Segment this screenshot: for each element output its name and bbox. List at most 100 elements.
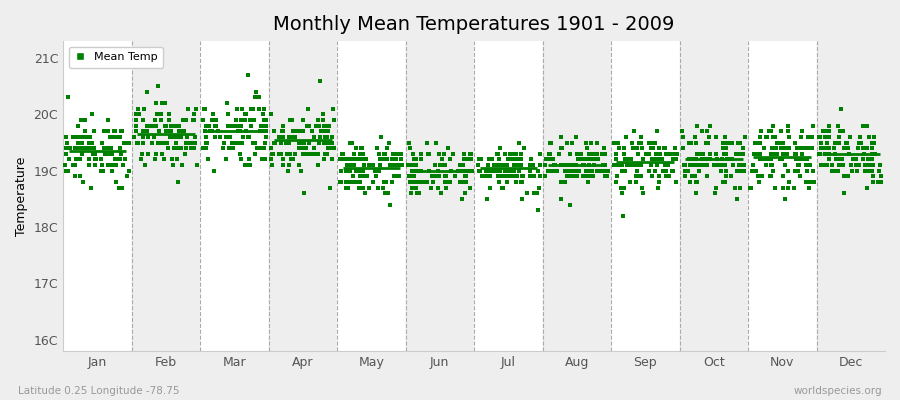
Point <box>858 168 872 174</box>
Point <box>316 117 330 123</box>
Point <box>199 122 213 129</box>
Point <box>108 128 122 134</box>
Point <box>820 139 834 146</box>
Point <box>251 94 266 101</box>
Point <box>752 156 767 163</box>
Point <box>447 173 462 180</box>
Point <box>719 145 733 152</box>
Point <box>201 122 215 129</box>
Point <box>325 134 339 140</box>
Point <box>682 156 697 163</box>
Point <box>665 151 680 157</box>
Point <box>346 179 361 185</box>
Point <box>574 156 589 163</box>
Point <box>550 168 564 174</box>
Point <box>81 145 95 152</box>
Point <box>353 151 367 157</box>
Point <box>302 139 316 146</box>
Point <box>487 162 501 168</box>
Point <box>276 156 291 163</box>
Point <box>131 106 146 112</box>
Point <box>88 156 103 163</box>
Point <box>409 184 423 191</box>
Point <box>453 179 467 185</box>
Point <box>167 134 182 140</box>
Point <box>814 134 828 140</box>
Point <box>700 139 715 146</box>
Point <box>122 139 137 146</box>
Point <box>702 134 716 140</box>
Point <box>78 145 93 152</box>
Point <box>389 156 403 163</box>
Point <box>554 134 569 140</box>
Point <box>495 184 509 191</box>
Point <box>611 139 625 146</box>
Point <box>374 162 388 168</box>
Point <box>184 139 198 146</box>
Point <box>338 184 353 191</box>
Point <box>104 145 118 152</box>
Point <box>266 128 281 134</box>
Point <box>108 156 122 163</box>
Point <box>307 134 321 140</box>
Point <box>158 100 172 106</box>
Point <box>266 151 280 157</box>
Point <box>264 145 278 152</box>
Point <box>426 179 440 185</box>
Point <box>85 111 99 118</box>
Point <box>104 151 119 157</box>
Point <box>413 168 428 174</box>
Point <box>501 168 516 174</box>
Point <box>724 156 739 163</box>
Point <box>805 145 819 152</box>
Point <box>527 190 542 196</box>
Point <box>369 168 383 174</box>
Point <box>209 117 223 123</box>
Point <box>859 145 873 152</box>
Point <box>406 151 420 157</box>
Legend: Mean Temp: Mean Temp <box>68 47 163 68</box>
Point <box>730 168 744 174</box>
Point <box>506 168 520 174</box>
Point <box>112 134 126 140</box>
Point <box>456 168 471 174</box>
Point <box>560 173 574 180</box>
Point <box>120 173 134 180</box>
Point <box>648 168 662 174</box>
Point <box>171 134 185 140</box>
Point <box>492 179 507 185</box>
Point <box>256 145 270 152</box>
Point <box>439 184 454 191</box>
Point <box>804 145 818 152</box>
Point <box>485 156 500 163</box>
Point <box>726 162 741 168</box>
Point <box>109 156 123 163</box>
Point <box>171 145 185 152</box>
Point <box>803 162 817 168</box>
Point <box>407 184 421 191</box>
Point <box>717 179 732 185</box>
Point <box>803 179 817 185</box>
Point <box>85 145 99 152</box>
Point <box>370 145 384 152</box>
Point <box>314 128 328 134</box>
Point <box>425 173 439 180</box>
Point <box>283 117 297 123</box>
Point <box>562 173 577 180</box>
Point <box>108 162 122 168</box>
Point <box>678 173 692 180</box>
Point <box>638 151 652 157</box>
Point <box>781 134 796 140</box>
Point <box>828 168 842 174</box>
Point <box>389 156 403 163</box>
Bar <box>680 41 748 351</box>
Point <box>554 145 569 152</box>
Point <box>839 139 853 146</box>
Bar <box>63 41 131 351</box>
Point <box>253 128 267 134</box>
Point <box>311 151 326 157</box>
Point <box>857 151 871 157</box>
Point <box>775 156 789 163</box>
Point <box>661 162 675 168</box>
Point <box>773 145 788 152</box>
